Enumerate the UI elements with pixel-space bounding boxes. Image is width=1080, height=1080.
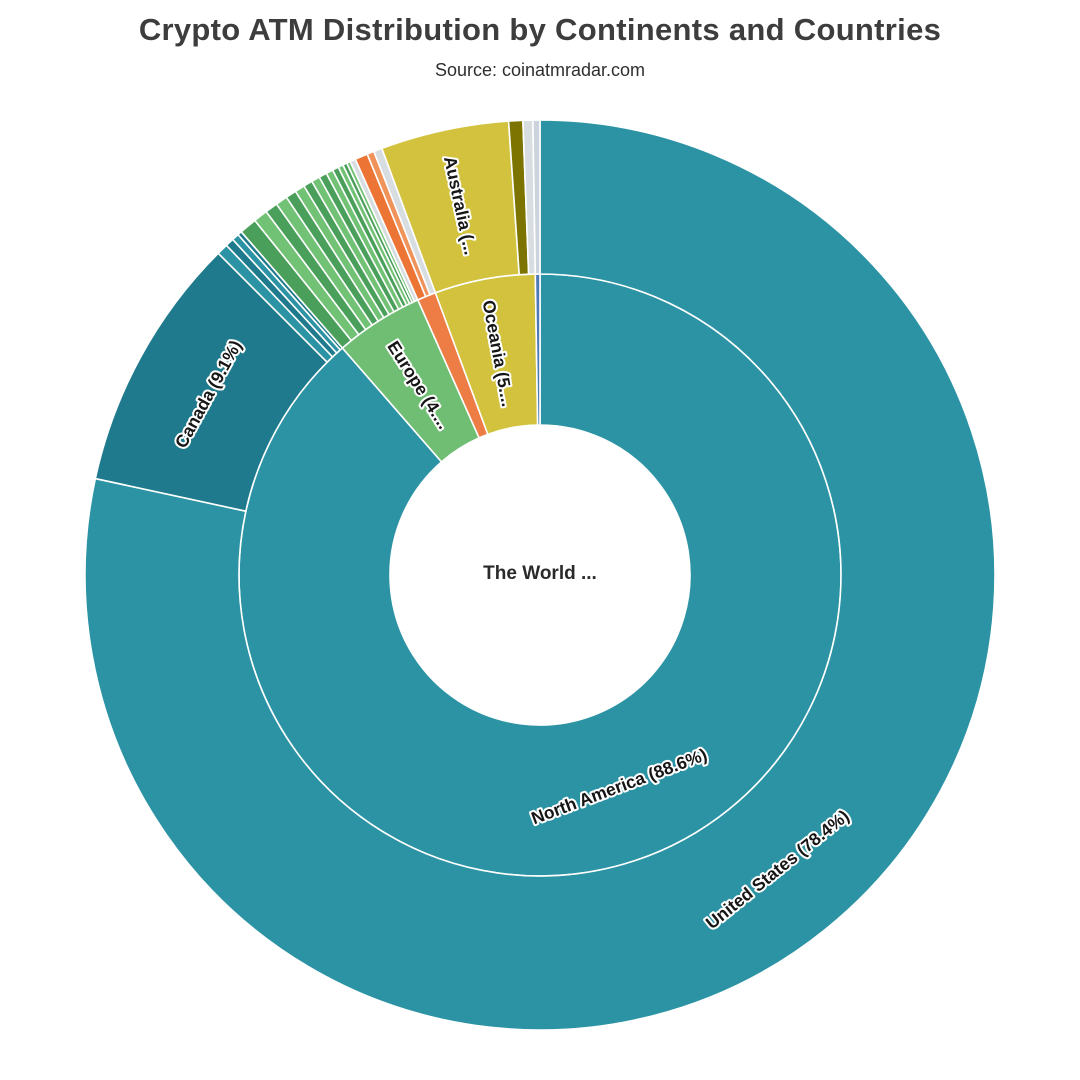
chart-title: Crypto ATM Distribution by Continents an… — [138, 12, 942, 47]
chart-subtitle: Source: coinatmradar.com — [434, 60, 646, 80]
center-label[interactable]: The World ... — [483, 563, 597, 584]
slice-united-states[interactable] — [84, 119, 996, 1031]
slice-4-child-0[interactable] — [532, 119, 541, 275]
